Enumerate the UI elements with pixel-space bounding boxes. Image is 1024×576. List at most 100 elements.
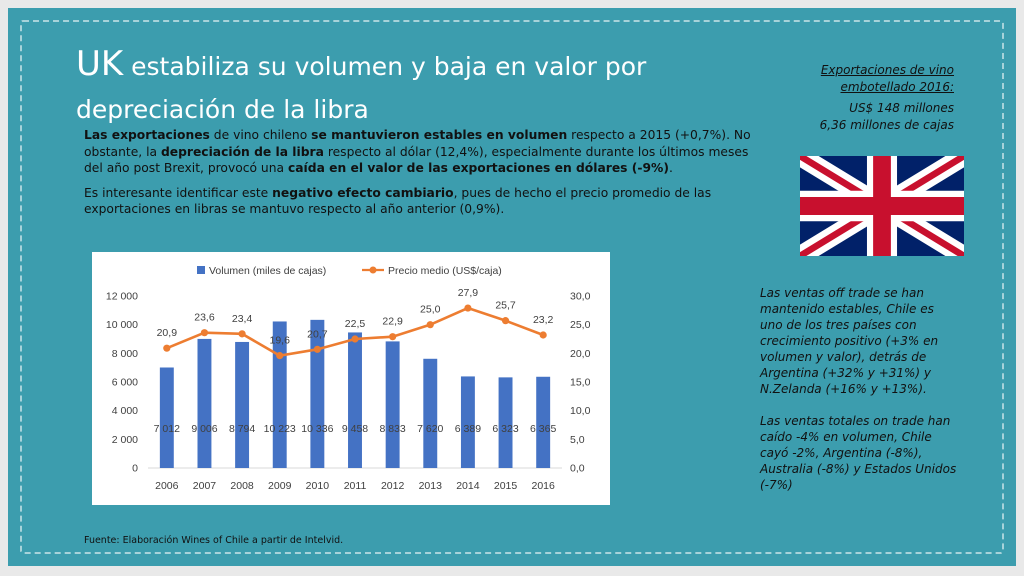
export-summary-heading-1: Exportaciones de vino	[820, 63, 954, 77]
price-marker	[238, 330, 246, 338]
bar-volume	[348, 332, 362, 468]
price-marker	[163, 344, 171, 352]
bar-data-label: 6 323	[492, 423, 518, 435]
y-right-tick-label: 10,0	[570, 405, 591, 417]
export-summary-heading-2: embotellado 2016:	[840, 80, 955, 94]
price-data-label: 19,6	[270, 335, 291, 347]
bar-volume	[498, 377, 513, 468]
body-p1-run-7: .	[669, 161, 673, 175]
bar-data-label: 10 336	[301, 423, 333, 435]
body-p1-run-0: Las exportaciones	[84, 128, 210, 142]
bar-volume	[159, 367, 174, 468]
price-marker	[389, 333, 397, 341]
bar-volume	[272, 321, 287, 468]
y-left-tick-label: 12 000	[106, 291, 138, 303]
slide-title: UK estabiliza su volumen y baja en valor…	[76, 44, 766, 130]
x-tick-label: 2012	[381, 480, 405, 492]
bar-volume	[197, 338, 212, 468]
body-p1-run-3: respecto a 2015 (+0,7%). No obstante, la	[84, 128, 751, 159]
source-note: Fuente: Elaboración Wines of Chile a par…	[84, 535, 344, 546]
y-left-tick-label: 8 000	[112, 348, 138, 360]
combo-chart: Volumen (miles de cajas) Precio medio (US…	[92, 252, 610, 505]
legend-swatch-volume	[197, 266, 205, 274]
y-left-tick-label: 2 000	[112, 434, 138, 446]
price-data-label: 22,9	[382, 316, 403, 328]
price-marker	[200, 329, 209, 337]
bar-volume	[385, 341, 400, 468]
title-prefix: UK	[76, 44, 124, 84]
body-p1-run-6: caída en el valor de las exportaciones e…	[287, 161, 669, 175]
price-marker	[501, 317, 510, 325]
y-left-tick-label: 0	[132, 463, 138, 475]
price-data-label: 20,9	[157, 327, 178, 339]
x-tick-label: 2007	[193, 480, 217, 492]
body-p2-run-0: Es interesante identificar este	[84, 185, 273, 200]
price-data-label: 23,2	[533, 314, 554, 326]
bar-data-label: 7 012	[154, 423, 180, 435]
side-note-off-trade: Las ventas off trade se han mantenido es…	[760, 286, 939, 396]
bar-data-label: 9 006	[191, 423, 217, 435]
bar-data-label: 6 389	[455, 423, 481, 435]
body-p2-run-1: negativo efecto cambiario	[272, 185, 454, 200]
export-value-usd: US$ 148 millones	[849, 101, 954, 115]
slide-frame	[20, 20, 1004, 554]
side-note-on-trade: Las ventas totales on trade han caído -4…	[760, 414, 957, 492]
y-right-tick-label: 30,0	[570, 291, 591, 303]
price-marker	[539, 331, 547, 339]
y-right-tick-label: 20,0	[570, 348, 591, 360]
price-marker	[426, 321, 434, 329]
body-p1-run-5: respecto al dólar (12,4%), especialmente…	[84, 144, 749, 176]
uk-flag-icon	[800, 156, 964, 256]
bar-volume	[310, 319, 325, 468]
y-left-tick-label: 6 000	[112, 377, 138, 389]
y-right-tick-label: 25,0	[570, 319, 591, 331]
x-tick-label: 2006	[155, 480, 179, 492]
body-text: Las exportaciones de vino chileno se man…	[84, 127, 764, 226]
body-p2-run-2: , pues de hecho el precio promedio de la…	[84, 185, 712, 217]
y-right-tick-label: 0,0	[570, 463, 585, 475]
price-data-label: 23,4	[232, 313, 253, 325]
x-tick-label: 2010	[306, 480, 330, 492]
export-value-cases: 6,36 millones de cajas	[819, 118, 954, 132]
x-tick-label: 2013	[419, 480, 443, 492]
bar-data-label: 6 365	[530, 423, 556, 435]
price-data-label: 23,6	[194, 312, 215, 324]
legend-label-price: Precio medio (US$/caja)	[388, 265, 502, 277]
bar-data-label: 7 620	[417, 423, 443, 435]
body-p1-run-1: de vino chileno	[209, 128, 312, 142]
x-tick-label: 2008	[230, 480, 254, 492]
y-right-tick-label: 5,0	[570, 434, 585, 446]
price-marker	[464, 304, 472, 312]
bar-volume	[536, 376, 551, 468]
legend-marker-price	[369, 266, 377, 274]
body-paragraph-2: Es interesante identificar este negativo…	[84, 185, 764, 218]
x-tick-label: 2009	[268, 480, 292, 492]
price-data-label: 22,5	[345, 318, 366, 330]
chart-svg: Volumen (miles de cajas) Precio medio (US…	[106, 265, 591, 492]
price-marker	[351, 335, 359, 343]
price-data-label: 25,0	[420, 304, 441, 316]
bar-data-label: 10 223	[264, 423, 296, 435]
price-data-label: 25,7	[495, 300, 516, 312]
side-notes: Las ventas off trade se han mantenido es…	[760, 285, 960, 509]
bar-data-label: 8 833	[379, 423, 405, 435]
x-tick-label: 2011	[344, 480, 367, 492]
y-right-tick-label: 15,0	[570, 377, 591, 389]
price-marker	[276, 352, 284, 360]
bar-data-label: 8 794	[229, 423, 255, 435]
y-left-tick-label: 4 000	[112, 405, 138, 417]
price-marker	[313, 345, 321, 353]
x-tick-label: 2014	[456, 480, 480, 492]
body-p1-run-4: depreciación de la libra	[160, 144, 324, 159]
title-rest: estabiliza su volumen y baja en valor po…	[76, 52, 647, 124]
bar-volume	[423, 358, 438, 468]
body-p1-run-2: se mantuvieron estables en volumen	[311, 128, 568, 142]
bar-volume	[235, 341, 250, 468]
export-summary: Exportaciones de vino embotellado 2016: …	[754, 62, 954, 134]
x-tick-label: 2016	[532, 480, 556, 492]
price-data-label: 27,9	[458, 287, 479, 299]
body-paragraph-1: Las exportaciones de vino chileno se man…	[84, 127, 764, 177]
y-left-tick-label: 10 000	[106, 319, 138, 331]
legend-label-volume: Volumen (miles de cajas)	[209, 265, 326, 277]
bar-volume	[460, 376, 475, 468]
